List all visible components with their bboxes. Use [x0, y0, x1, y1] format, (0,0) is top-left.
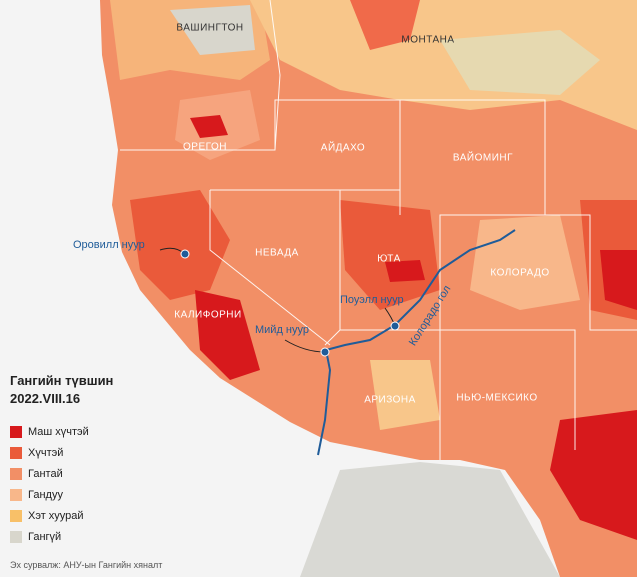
border: [274, 99, 400, 150]
area-abnormal-3: [370, 360, 440, 430]
lake-label: Оровилл нуур: [73, 239, 145, 251]
legend-swatch: [10, 489, 22, 501]
lake-marker: [390, 321, 400, 331]
legend-swatch: [10, 426, 22, 438]
area-extreme-2: [195, 290, 260, 380]
legend-label: Гантай: [28, 468, 63, 480]
source: Эх сурвалж: АНУ-ын Гангийн хяналт: [10, 560, 162, 570]
state-label: НЬЮ-МЕКСИКО: [456, 393, 537, 404]
area-severe-2: [130, 190, 230, 300]
legend-date: 2022.VIII.16: [10, 391, 80, 406]
legend-label: Хэт хуурай: [28, 510, 84, 522]
legend-swatch: [10, 447, 22, 459]
state-label: КОЛОРАДО: [490, 268, 549, 279]
state-label: ОРЕГОН: [183, 142, 227, 153]
border: [209, 190, 331, 346]
area-extreme-3: [385, 260, 425, 282]
border: [340, 99, 546, 331]
legend-swatch: [10, 531, 22, 543]
legend-label: Гандуу: [28, 489, 63, 501]
border: [210, 189, 341, 346]
colorado-river: [317, 229, 516, 456]
state-labels: ВАШИНГТОН МОНТАНА ОРЕГОН АЙДАХО ВАЙОМИНГ…: [174, 23, 549, 406]
area-extreme-4: [600, 250, 637, 310]
area-none: [170, 5, 255, 55]
area-extreme-5: [550, 410, 637, 540]
state-label: АЙДАХО: [321, 141, 365, 154]
state-label: ВАЙОМИНГ: [453, 151, 513, 164]
state-label: КАЛИФОРНИ: [174, 310, 241, 321]
legend: Маш хүчтэй Хүчтэй Гантай Гандуу Хэт хуурай Га…: [10, 426, 89, 543]
state-borders: [120, 0, 637, 460]
state-label: ВАШИНГТОН: [176, 23, 243, 34]
area-abnormal-2: [440, 30, 600, 95]
lake-marker: [320, 347, 330, 357]
area-severe-3: [340, 200, 440, 310]
legend-swatch: [10, 510, 22, 522]
state-label: МОНТАНА: [401, 35, 454, 46]
area-moderate-3: [470, 215, 580, 310]
border: [439, 214, 637, 460]
legend-title: Гангийн түвшин: [10, 373, 113, 388]
state-label: ЮТА: [377, 254, 401, 265]
area-severe: [350, 0, 420, 50]
state-label: АРИЗОНА: [364, 395, 416, 406]
legend-swatch: [10, 468, 22, 480]
mexico: [300, 462, 560, 577]
drought-areas: [110, 0, 637, 540]
area-extreme: [190, 115, 228, 138]
state-label: НЕВАДА: [255, 248, 299, 259]
legend-label: Маш хүчтэй: [28, 426, 89, 438]
lake-marker: [180, 249, 190, 259]
legend-label: Гангүй: [28, 531, 61, 543]
legend-label: Хүчтэй: [28, 447, 63, 459]
border: [120, 0, 281, 151]
lake-label: Мийд нуур: [255, 324, 309, 336]
lake-label: Поуэлл нуур: [340, 294, 404, 306]
